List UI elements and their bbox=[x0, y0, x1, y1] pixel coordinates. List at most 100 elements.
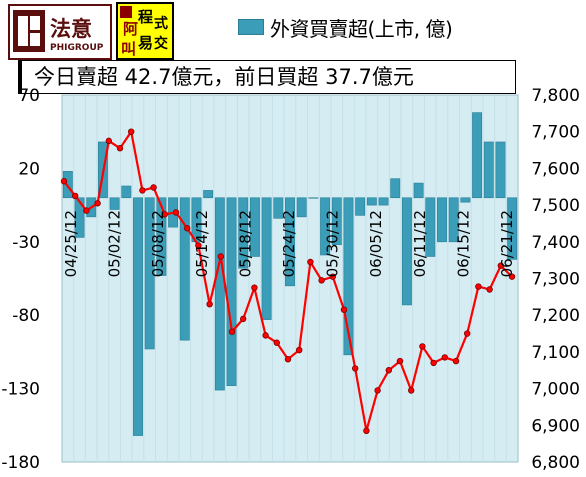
y-right-tick-label: 7,300 bbox=[531, 270, 580, 290]
bar bbox=[296, 197, 307, 218]
bar bbox=[425, 197, 436, 257]
bar bbox=[214, 197, 225, 391]
bar bbox=[121, 185, 132, 199]
line-point bbox=[83, 207, 90, 214]
line-point bbox=[206, 300, 213, 308]
line-point bbox=[396, 357, 404, 365]
line-point bbox=[195, 242, 202, 249]
y-left-tick-label: -80 bbox=[12, 306, 40, 326]
bar bbox=[331, 197, 342, 246]
bar bbox=[249, 197, 260, 257]
line-point bbox=[352, 365, 359, 372]
line-point bbox=[340, 306, 348, 313]
line-point bbox=[71, 192, 79, 200]
bar bbox=[343, 197, 354, 356]
bar bbox=[273, 197, 284, 219]
line-point bbox=[475, 283, 482, 290]
bar bbox=[74, 197, 85, 238]
line-point bbox=[228, 328, 236, 335]
line-point bbox=[441, 354, 448, 361]
line-point bbox=[239, 315, 247, 323]
bar bbox=[109, 197, 120, 210]
y-right-tick-label: 6,900 bbox=[531, 416, 580, 436]
y-right-tick-label: 7,700 bbox=[531, 123, 580, 143]
line-point bbox=[508, 273, 516, 280]
y-right-tick-label: 6,800 bbox=[531, 453, 580, 473]
line-point bbox=[296, 346, 303, 354]
bar bbox=[472, 112, 483, 199]
x-tick-label: 06/15/12 bbox=[454, 210, 472, 277]
bar bbox=[413, 182, 424, 199]
line-point bbox=[172, 209, 180, 216]
line-point bbox=[127, 128, 135, 135]
x-tick-label: 05/14/12 bbox=[193, 210, 211, 277]
line-point bbox=[161, 211, 168, 218]
line-point bbox=[452, 357, 460, 365]
bar bbox=[460, 197, 471, 203]
logo-char-3: 式 bbox=[154, 15, 168, 32]
line-point bbox=[419, 343, 426, 350]
bar bbox=[320, 197, 331, 256]
program-trade-logo: 阿 程 式 叫 易 交 bbox=[116, 2, 174, 60]
y-left-tick-label: 70 bbox=[18, 86, 40, 106]
chart-legend: 外資買賣超(上市, 億) bbox=[238, 12, 453, 42]
x-tick-label: 06/11/12 bbox=[411, 210, 429, 277]
logo-char-2: 程 bbox=[138, 8, 153, 26]
line-point bbox=[430, 359, 437, 367]
line-point bbox=[284, 356, 292, 363]
bar bbox=[401, 197, 412, 306]
summary-box bbox=[18, 60, 516, 94]
x-tick-label: 06/05/12 bbox=[367, 210, 385, 277]
line-point bbox=[273, 339, 280, 346]
line-point bbox=[385, 367, 392, 374]
bar bbox=[448, 197, 459, 243]
summary-text: 今日賣超 42.7億元，前日買超 37.7億元 bbox=[34, 65, 414, 89]
line-point bbox=[217, 253, 224, 260]
x-tick-label: 05/18/12 bbox=[236, 210, 254, 277]
y-right-tick-label: 7,000 bbox=[531, 380, 580, 400]
y-right-tick-label: 7,100 bbox=[531, 343, 580, 363]
x-tick-label: 04/25/12 bbox=[62, 210, 80, 277]
y-right-tick-label: 7,400 bbox=[531, 233, 580, 253]
line-point bbox=[486, 286, 493, 293]
x-tick-label: 06/21/12 bbox=[498, 210, 516, 277]
line-point bbox=[116, 145, 124, 152]
legend-label: 外資買賣超(上市, 億) bbox=[270, 16, 453, 41]
line-point bbox=[464, 330, 471, 337]
line-point bbox=[150, 184, 157, 191]
bar bbox=[378, 197, 389, 206]
line-point bbox=[329, 273, 336, 280]
y-left-tick-label: -130 bbox=[1, 380, 40, 400]
y-left-tick-label: 20 bbox=[18, 159, 40, 179]
line-point bbox=[183, 225, 191, 232]
line-point bbox=[262, 332, 269, 339]
bar bbox=[507, 197, 518, 260]
bar bbox=[366, 197, 377, 206]
bar bbox=[261, 197, 272, 320]
bar bbox=[144, 197, 155, 350]
line-point bbox=[408, 387, 415, 394]
y-left-tick-label: -30 bbox=[12, 233, 40, 253]
bar bbox=[226, 197, 237, 386]
bar bbox=[308, 197, 319, 199]
x-tick-label: 05/24/12 bbox=[280, 210, 298, 277]
logo-text: 法意 bbox=[50, 17, 92, 41]
bar bbox=[483, 141, 494, 199]
line-point bbox=[94, 200, 101, 207]
line-point bbox=[363, 427, 370, 435]
line-point bbox=[307, 258, 314, 266]
logo-subtext: PHIGROUP bbox=[50, 43, 104, 53]
line-point bbox=[497, 262, 504, 269]
line-point bbox=[105, 137, 112, 145]
y-right-tick-label: 7,200 bbox=[531, 306, 580, 326]
y-right-tick-label: 7,600 bbox=[531, 159, 580, 179]
logo-char-6: 交 bbox=[154, 35, 168, 52]
y-right-tick-label: 7,800 bbox=[531, 86, 580, 106]
bar bbox=[156, 197, 167, 276]
bar bbox=[238, 197, 249, 269]
bar bbox=[495, 141, 506, 199]
bar bbox=[133, 197, 143, 436]
line-point bbox=[318, 277, 325, 284]
x-tick-label: 05/08/12 bbox=[149, 210, 167, 277]
